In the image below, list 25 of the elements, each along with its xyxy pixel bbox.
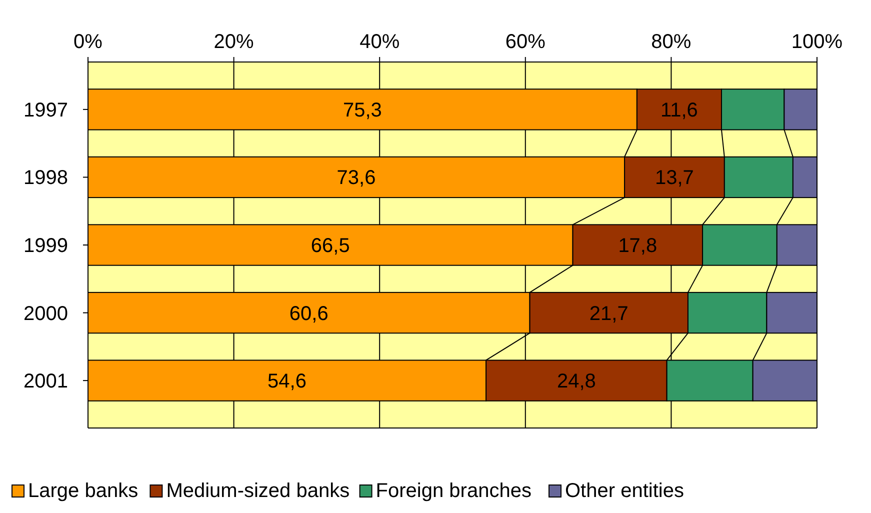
data-label: 75,3 — [343, 99, 382, 122]
data-label: 24,8 — [556, 370, 596, 393]
x-tick-label: 80% — [651, 31, 692, 53]
x-tick-label: 0% — [74, 31, 103, 53]
y-tick-label: 1999 — [24, 235, 68, 257]
legend-label: Other entities — [565, 480, 684, 502]
x-tick-label: 60% — [505, 31, 546, 53]
legend-label: Large banks — [28, 480, 138, 502]
x-tick-label: 20% — [214, 31, 254, 53]
x-tick-label: 40% — [360, 31, 400, 53]
data-label: 66,5 — [310, 235, 350, 257]
y-tick-label: 1998 — [24, 167, 68, 190]
legend-label: Foreign branches — [376, 480, 532, 502]
x-tick-label: 100% — [791, 31, 843, 53]
y-tick-label: 2000 — [24, 302, 68, 325]
y-tick-label: 2001 — [24, 370, 68, 393]
y-tick-label: 1997 — [24, 99, 68, 122]
data-label: 21,7 — [589, 302, 628, 325]
data-label: 11,6 — [660, 99, 698, 122]
data-label: 60,6 — [289, 302, 328, 325]
data-label: 17,8 — [618, 235, 658, 257]
data-label: 54,6 — [268, 370, 306, 393]
data-label: 73,6 — [336, 167, 376, 190]
legend-label: Medium-sized banks — [166, 480, 350, 502]
data-label: 13,7 — [655, 167, 694, 190]
